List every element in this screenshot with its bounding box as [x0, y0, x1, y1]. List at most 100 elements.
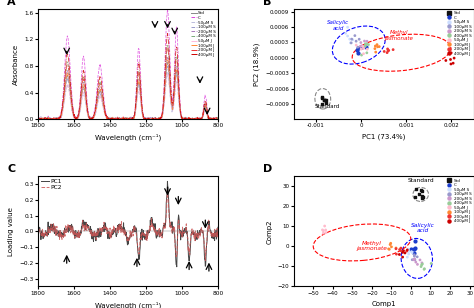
Point: [355, 50, 362, 55]
Point: [418, 188, 426, 193]
Point: [322, 230, 330, 235]
Point: [388, 244, 395, 249]
PC2: [155, 231, 161, 235]
Point: [409, 257, 416, 262]
PC1: [35, 224, 41, 227]
Text: B: B: [263, 0, 271, 7]
PC1: [174, 265, 180, 269]
Point: [396, 252, 403, 257]
Point: [447, 57, 454, 62]
Legend: Std, C, 50μM S, 100μM S, 200μM S, 400μM S, 50μM J, 100μM J, 200μM J, 400μM J: Std, C, 50μM S, 100μM S, 200μM S, 400μM …: [189, 10, 218, 59]
Point: [416, 257, 424, 262]
Legend: PC1, PC2: PC1, PC2: [38, 177, 64, 193]
Point: [362, 44, 369, 49]
Y-axis label: PC2 (18.9%): PC2 (18.9%): [254, 43, 260, 86]
Point: [352, 43, 360, 47]
Point: [408, 249, 415, 254]
Point: [354, 46, 362, 51]
Point: [346, 37, 354, 42]
Point: [412, 187, 420, 192]
Y-axis label: Loading value: Loading value: [8, 207, 14, 256]
Text: Salicylic
acid: Salicylic acid: [410, 223, 435, 233]
Point: [392, 252, 400, 257]
Point: [351, 33, 359, 38]
PC1: [82, 221, 87, 225]
PC2: [35, 232, 41, 235]
Point: [364, 47, 371, 52]
Point: [385, 48, 392, 53]
Point: [410, 252, 418, 257]
Point: [344, 34, 351, 38]
Point: [397, 248, 404, 253]
Text: Methyl
jasmonate: Methyl jasmonate: [356, 241, 387, 251]
Point: [319, 231, 327, 236]
Point: [410, 257, 418, 262]
Point: [411, 245, 419, 250]
Point: [405, 252, 412, 257]
Point: [347, 40, 355, 45]
Point: [411, 195, 419, 200]
Point: [419, 194, 427, 199]
Point: [319, 228, 327, 233]
Point: [358, 43, 365, 48]
PC2: [215, 230, 221, 234]
Point: [420, 266, 428, 271]
PC2: [82, 229, 87, 233]
Point: [353, 47, 360, 52]
Point: [385, 246, 392, 251]
Point: [357, 47, 365, 52]
Point: [365, 42, 372, 47]
Point: [410, 257, 418, 262]
Point: [392, 246, 400, 251]
Point: [384, 48, 392, 53]
X-axis label: Comp1: Comp1: [371, 301, 396, 307]
Point: [319, 101, 326, 106]
Point: [342, 31, 349, 36]
Legend: Std, C, 50μM S, 100μM S, 200μM S, 400μM S, 50μM J, 100μM J, 200μM J, 400μM J: Std, C, 50μM S, 100μM S, 200μM S, 400μM …: [443, 177, 473, 225]
Point: [411, 257, 419, 262]
Point: [374, 44, 382, 49]
Y-axis label: Comp2: Comp2: [266, 219, 272, 244]
Text: C: C: [7, 164, 16, 174]
Point: [413, 254, 421, 259]
Text: D: D: [263, 164, 272, 174]
Point: [371, 46, 379, 51]
PC2: [164, 186, 170, 190]
Point: [405, 249, 412, 254]
Point: [360, 46, 367, 51]
Point: [403, 247, 411, 252]
Point: [361, 38, 368, 43]
Point: [319, 227, 326, 232]
Point: [348, 37, 356, 42]
Text: Standard: Standard: [315, 104, 340, 109]
PC1: [117, 226, 122, 229]
Point: [410, 247, 418, 252]
Line: PC1: PC1: [38, 181, 218, 267]
Point: [449, 61, 457, 66]
Point: [418, 195, 426, 200]
X-axis label: Wavelength (cm⁻¹): Wavelength (cm⁻¹): [95, 134, 161, 141]
Point: [401, 250, 409, 255]
Point: [407, 246, 415, 251]
Point: [322, 98, 330, 103]
Point: [362, 45, 369, 50]
Point: [358, 45, 366, 50]
PC1: [141, 232, 147, 236]
Point: [381, 49, 388, 54]
Point: [322, 101, 330, 106]
Point: [414, 262, 421, 267]
X-axis label: PC1 (73.4%): PC1 (73.4%): [362, 134, 405, 140]
PC2: [117, 228, 122, 231]
Point: [418, 260, 426, 265]
Point: [319, 95, 326, 100]
PC2: [202, 259, 208, 262]
Point: [387, 241, 394, 246]
Point: [383, 50, 391, 55]
Point: [450, 56, 458, 61]
Point: [386, 242, 394, 247]
Text: A: A: [7, 0, 16, 7]
Point: [397, 246, 405, 251]
PC1: [164, 180, 170, 183]
X-axis label: Wavelength (cm⁻¹): Wavelength (cm⁻¹): [95, 301, 161, 308]
PC1: [215, 225, 221, 229]
